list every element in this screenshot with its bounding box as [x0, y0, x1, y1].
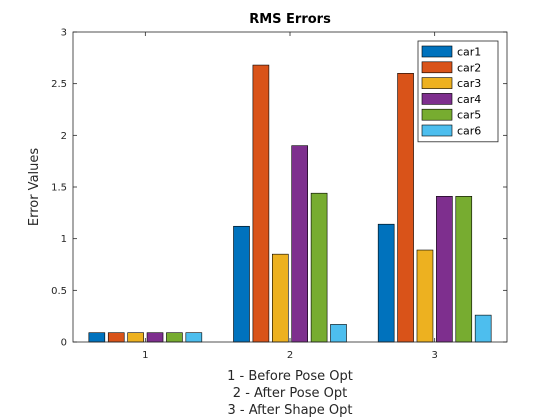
bar-car3-3 [416, 249, 434, 343]
legend-label-car2: car2 [457, 61, 481, 74]
bar-car5-3 [455, 196, 473, 343]
legend-swatch-car2 [421, 61, 453, 74]
legend: car1 car2 car3 car4 car5 car6 [417, 40, 499, 143]
bar-car3-1 [127, 332, 144, 343]
legend-label-car5: car5 [457, 109, 481, 122]
bar-car4-2 [291, 145, 309, 343]
axes-group: 0 0.5 1 1.5 2 2.5 3 1 2 3 [51, 28, 508, 361]
x-axis-title-line-1: 1 - Before Pose Opt [227, 369, 353, 384]
legend-label-car3: car3 [457, 77, 481, 90]
x-axis-title-line-2: 2 - After Pose Opt [233, 386, 347, 401]
legend-swatch-car6 [421, 124, 453, 137]
bar-car1-2 [233, 225, 250, 343]
y-tick-label: 2.5 [51, 79, 67, 90]
bar-car6-3 [474, 314, 492, 343]
y-tick-label: 3 [61, 28, 67, 39]
x-axis-title-line-3: 3 - After Shape Opt [228, 403, 353, 418]
legend-swatch-car5 [421, 108, 453, 121]
legend-label-car1: car1 [457, 46, 481, 59]
bar-car2-1 [107, 332, 125, 343]
x-tick-label: 2 [287, 350, 293, 361]
y-tick-label: 0.5 [51, 286, 67, 297]
x-tick-label: 1 [142, 350, 148, 361]
bar-car4-3 [436, 196, 453, 343]
bar-car1-1 [88, 332, 106, 343]
bar-car1-3 [377, 223, 395, 343]
y-tick-label: 2 [61, 131, 67, 142]
x-tick-label: 3 [431, 350, 437, 361]
bar-car2-2 [252, 64, 270, 343]
bar-car5-2 [310, 192, 328, 343]
bar-car6-1 [185, 332, 203, 343]
bar-car4-1 [146, 332, 164, 343]
bar-car2-3 [397, 73, 414, 343]
y-tick-label: 1.5 [51, 183, 67, 194]
legend-label-car4: car4 [457, 93, 481, 106]
legend-swatch-car1 [421, 45, 453, 58]
bar-car5-1 [166, 332, 183, 343]
bar-car3-2 [271, 253, 289, 343]
y-axis-title: Error Values [27, 148, 42, 227]
y-tick-label: 1 [61, 234, 67, 245]
chart-title: RMS Errors [249, 12, 331, 27]
legend-swatch-car4 [421, 93, 453, 105]
bar-car6-2 [330, 324, 347, 343]
legend-swatch-car3 [421, 77, 453, 89]
y-tick-label: 0 [61, 338, 67, 349]
legend-label-car6: car6 [457, 125, 481, 138]
